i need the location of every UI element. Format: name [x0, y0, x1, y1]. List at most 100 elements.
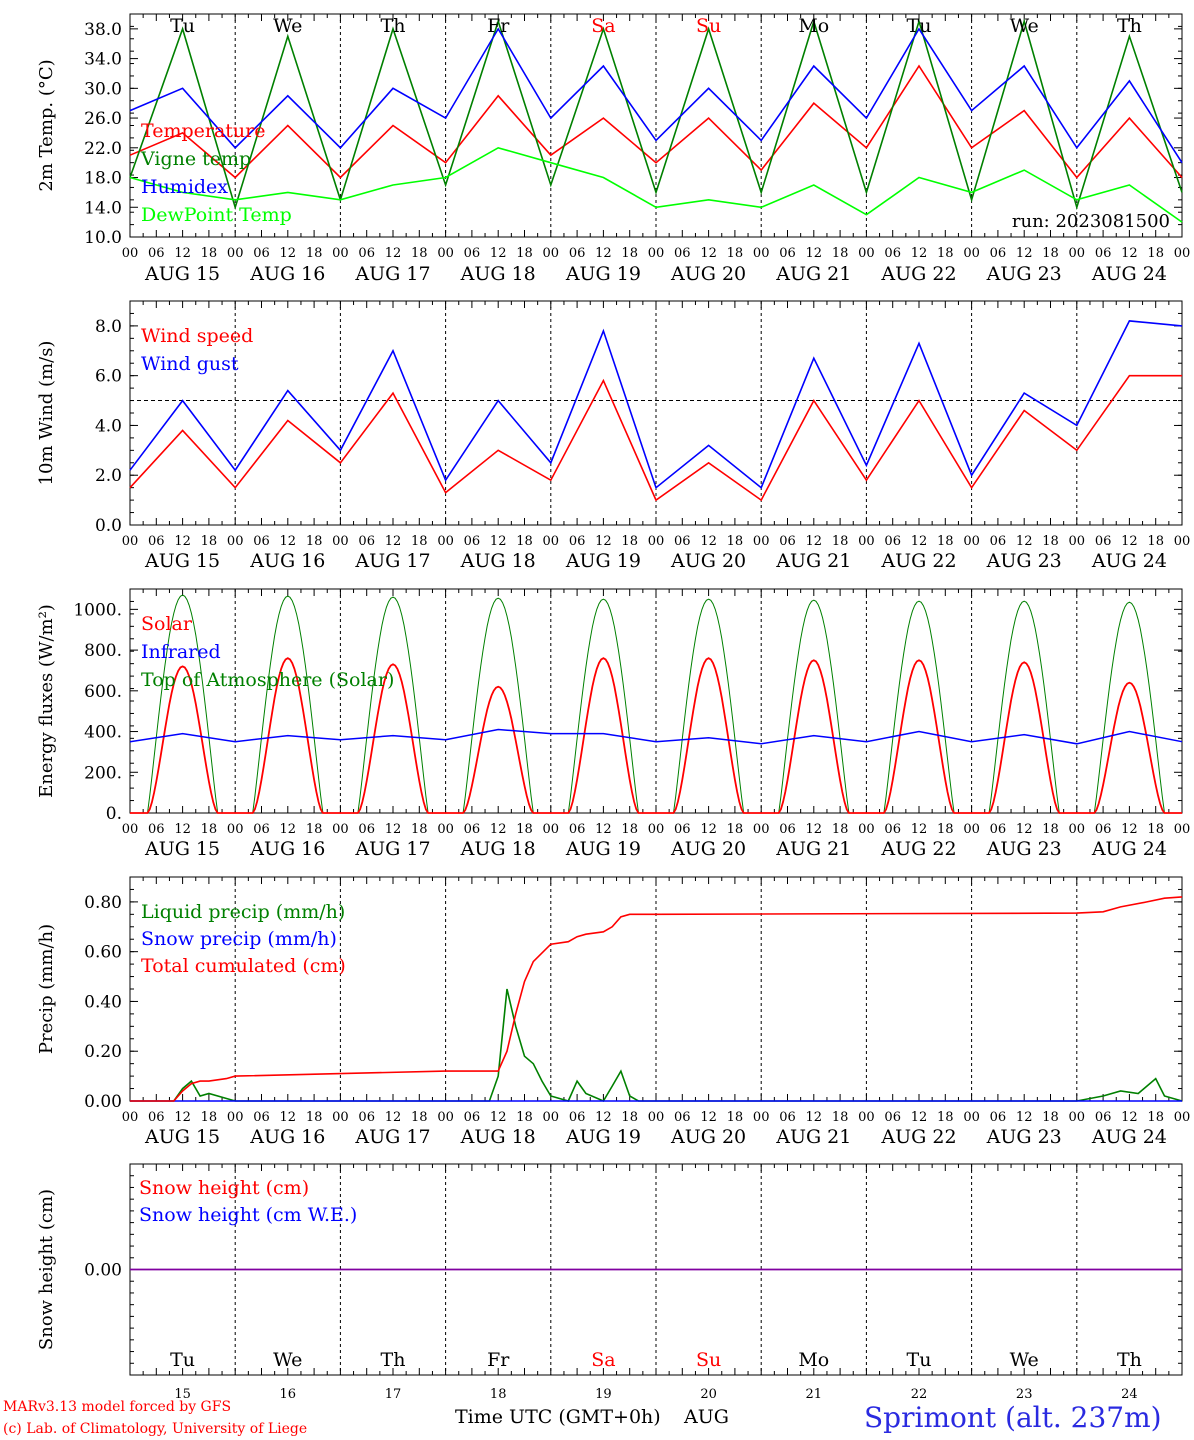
date-label: AUG 18: [460, 550, 536, 572]
day-abbr: Th: [381, 15, 406, 37]
y-axis-title: Precip (mm/h): [36, 924, 57, 1054]
hour-label: 18: [937, 534, 954, 549]
hour-label: 12: [806, 246, 823, 261]
hour-label: 00: [437, 246, 454, 261]
hour-label: 06: [358, 822, 375, 837]
series-line: [129, 146, 1183, 223]
hour-label: 00: [648, 822, 665, 837]
hour-label: 00: [963, 534, 980, 549]
hour-label: 18: [306, 1110, 323, 1125]
date-label: AUG 15: [144, 1126, 220, 1148]
hour-label: 12: [1016, 246, 1033, 261]
date-label: AUG 24: [1091, 1126, 1167, 1148]
series-line: [129, 64, 1183, 179]
date-label: AUG 16: [249, 1126, 325, 1148]
hour-label: 00: [122, 822, 139, 837]
hour-label: 06: [464, 534, 481, 549]
day-number: 24: [1121, 1387, 1138, 1402]
legend-entry: Infrared: [141, 641, 221, 663]
legend-entry: DewPoint Temp: [141, 204, 292, 226]
legend-entry: Temperature: [141, 120, 265, 142]
hour-label: 18: [832, 822, 849, 837]
date-label: AUG 16: [249, 550, 325, 572]
hour-label: 06: [884, 1110, 901, 1125]
hour-label: 00: [1069, 1110, 1086, 1125]
hour-label: 06: [990, 534, 1007, 549]
legend-entry: Snow precip (mm/h): [141, 928, 337, 950]
day-number: 23: [1016, 1387, 1033, 1402]
date-label: AUG 22: [880, 1126, 956, 1148]
hour-label: 18: [411, 822, 428, 837]
hour-label: 00: [753, 822, 770, 837]
hour-label: 00: [227, 822, 244, 837]
y-tick-label: 4.0: [95, 416, 122, 436]
y-tick-label: 0.80: [84, 893, 122, 913]
hour-label: 12: [700, 246, 717, 261]
model-credit: MARv3.13 model forced by GFS: [3, 1399, 231, 1415]
hour-label: 06: [358, 246, 375, 261]
hour-label: 06: [1095, 534, 1112, 549]
date-label: AUG 17: [354, 263, 430, 285]
hour-label: 06: [1095, 246, 1112, 261]
y-tick-label: 0.40: [84, 992, 122, 1012]
date-label: AUG 16: [249, 838, 325, 860]
day-number: 18: [490, 1387, 507, 1402]
hour-label: 00: [122, 534, 139, 549]
hour-label: 06: [779, 822, 796, 837]
hour-label: 06: [148, 246, 165, 261]
date-label: AUG 15: [144, 263, 220, 285]
date-label: AUG 20: [670, 1126, 746, 1148]
hour-label: 12: [174, 822, 191, 837]
hour-label: 18: [727, 822, 744, 837]
hour-label: 18: [621, 1110, 638, 1125]
series-line: [129, 18, 1183, 211]
hour-label: 06: [779, 534, 796, 549]
date-label: AUG 18: [460, 1126, 536, 1148]
hour-label: 06: [1095, 822, 1112, 837]
legend-entry: Wind gust: [141, 353, 239, 375]
hour-label: 00: [332, 822, 349, 837]
legend-entry: Snow height (cm W.E.): [139, 1204, 357, 1226]
date-label: AUG 21: [775, 263, 851, 285]
legend-entry: Total cumulated (cm): [141, 955, 346, 977]
hour-label: 06: [674, 1110, 691, 1125]
hour-label: 12: [280, 822, 297, 837]
hour-label: 00: [332, 534, 349, 549]
hour-label: 06: [569, 1110, 586, 1125]
date-label: AUG 16: [249, 263, 325, 285]
y-tick-label: 0.60: [84, 943, 122, 963]
hour-label: 06: [1095, 1110, 1112, 1125]
y-tick-label: 8.0: [95, 317, 122, 337]
day-abbr: We: [1010, 1349, 1039, 1371]
hour-label: 18: [937, 246, 954, 261]
day-number: 16: [280, 1387, 297, 1402]
hour-label: 12: [911, 246, 928, 261]
hour-label: 12: [1121, 534, 1138, 549]
series-line: [129, 320, 1183, 490]
hour-label: 00: [1174, 246, 1191, 261]
hour-label: 06: [464, 1110, 481, 1125]
hour-label: 06: [674, 534, 691, 549]
y-tick-label: 10.0: [84, 228, 122, 248]
series-line: [130, 988, 1183, 1103]
day-abbr: Tu: [907, 1349, 932, 1371]
x-axis-month: AUG: [683, 1406, 729, 1428]
hour-label: 00: [437, 822, 454, 837]
hour-label: 12: [1016, 822, 1033, 837]
copyright-credit: (c) Lab. of Climatology, University of L…: [3, 1421, 307, 1437]
date-label: AUG 19: [565, 263, 641, 285]
hour-label: 18: [1042, 246, 1059, 261]
hour-label: 00: [858, 534, 875, 549]
hour-label: 18: [1147, 534, 1164, 549]
hour-label: 18: [516, 246, 533, 261]
hour-label: 00: [122, 1110, 139, 1125]
hour-label: 00: [543, 822, 560, 837]
hour-label: 06: [990, 822, 1007, 837]
hour-label: 06: [358, 534, 375, 549]
day-abbr: Fr: [487, 15, 510, 37]
y-tick-label: 22.0: [84, 139, 122, 159]
hour-label: 06: [990, 1110, 1007, 1125]
y-tick-label: 0.0: [95, 516, 122, 536]
date-label: AUG 24: [1091, 550, 1167, 572]
y-tick-label: 18.0: [84, 169, 122, 189]
